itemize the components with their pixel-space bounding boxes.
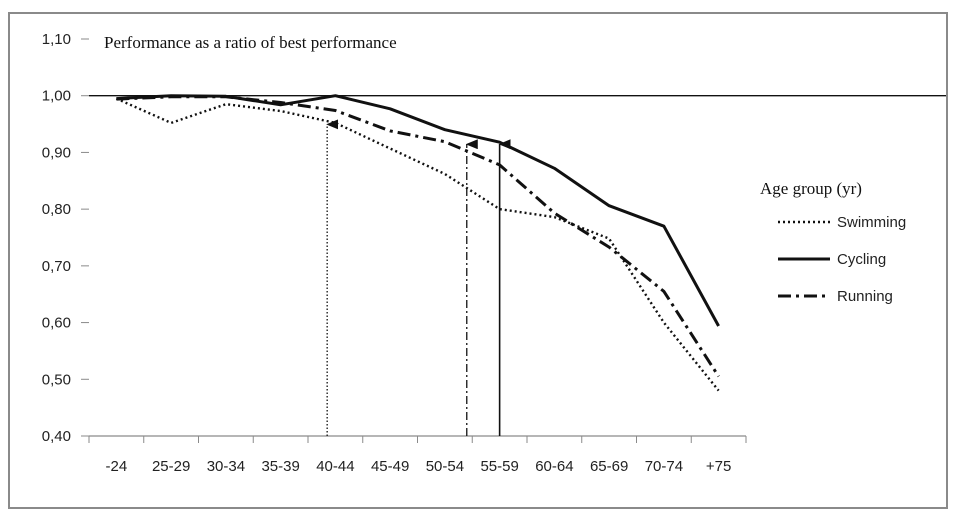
y-tick-label: 0,80 — [42, 201, 71, 218]
y-tick-label: 0,40 — [42, 428, 71, 445]
annotations — [326, 119, 511, 436]
x-tick-label: -24 — [106, 458, 128, 475]
x-tick-label: +75 — [706, 458, 731, 475]
y-tick-label: 0,70 — [42, 258, 71, 275]
x-tick-label: 65-69 — [590, 458, 628, 475]
x-tick-label: 35-39 — [261, 458, 299, 475]
x-tick-label: 60-64 — [535, 458, 573, 475]
legend-label-swimming: Swimming — [837, 214, 906, 231]
y-tick-label: 0,50 — [42, 371, 71, 388]
series-lines — [115, 94, 720, 392]
axes: 0,40 0,50 0,60 0,70 0,80 0,90 1,00 1,10 -24 25-29… — [42, 31, 946, 475]
legend-label-cycling: Cycling — [837, 251, 886, 268]
x-tick-label: 25-29 — [152, 458, 190, 475]
series-line-cycling — [116, 94, 720, 327]
legend: Age group (yr) Swimming Cycling Running — [760, 179, 906, 305]
chart-title: Performance as a ratio of best performan… — [104, 33, 397, 52]
series-line-swimming — [115, 97, 720, 392]
x-tick-label: 50-54 — [426, 458, 464, 475]
x-tick-label: 45-49 — [371, 458, 409, 475]
y-tick-label: 1,10 — [42, 31, 71, 48]
y-tick-label: 1,00 — [42, 88, 71, 105]
legend-title: Age group (yr) — [760, 179, 862, 198]
legend-label-running: Running — [837, 288, 893, 305]
y-tick-label: 0,90 — [42, 144, 71, 161]
x-tick-label: 70-74 — [645, 458, 683, 475]
x-tick-label: 55-59 — [480, 458, 518, 475]
y-tick-label: 0,60 — [42, 315, 71, 332]
series-line-running — [116, 95, 720, 378]
x-tick-label: 40-44 — [316, 458, 354, 475]
x-tick-label: 30-34 — [207, 458, 245, 475]
